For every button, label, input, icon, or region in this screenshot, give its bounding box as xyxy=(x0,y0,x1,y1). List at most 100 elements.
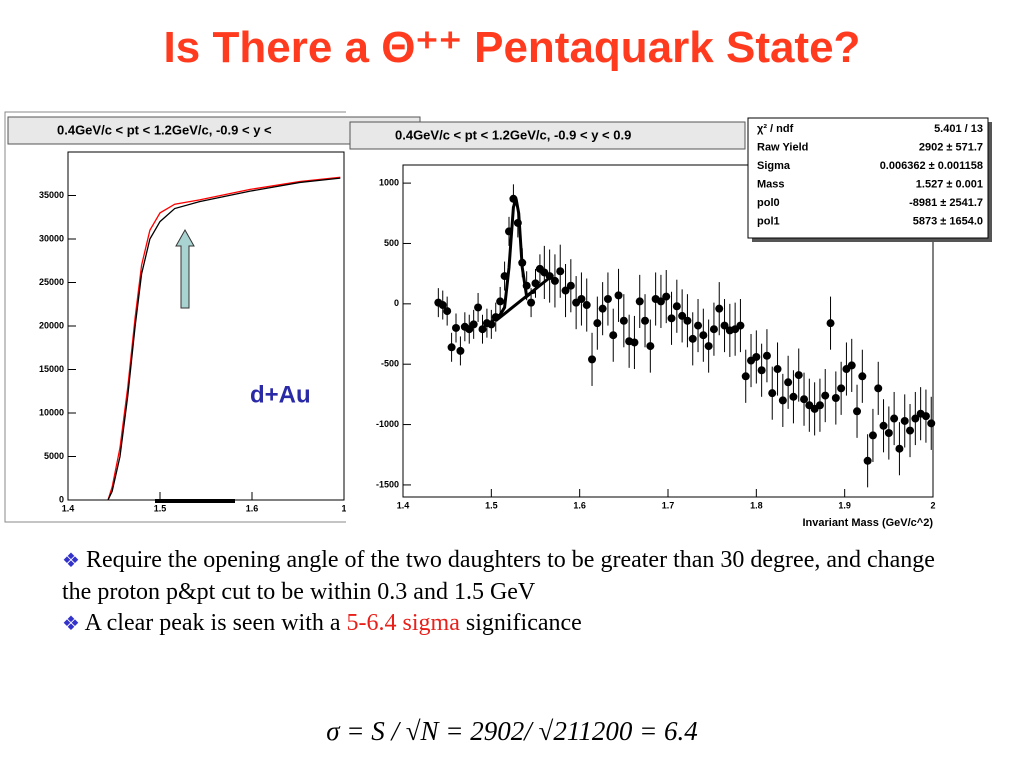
x-tick-label: 2 xyxy=(930,500,935,510)
data-point xyxy=(699,331,708,340)
data-point xyxy=(614,291,623,300)
data-line xyxy=(107,177,341,501)
x-tick-label: 1.9 xyxy=(838,500,851,510)
data-point xyxy=(752,352,761,361)
data-point xyxy=(598,304,607,313)
data-point xyxy=(709,325,718,334)
y-tick-label: 35000 xyxy=(39,190,64,200)
data-point xyxy=(821,391,830,400)
y-tick-label: -1000 xyxy=(376,419,399,429)
data-point xyxy=(906,426,915,435)
data-point xyxy=(478,325,487,334)
data-point xyxy=(588,355,597,364)
data-point xyxy=(704,342,713,351)
data-point xyxy=(443,307,452,316)
data-point xyxy=(895,444,904,453)
data-point xyxy=(603,295,612,304)
data-point xyxy=(582,301,591,310)
data-point xyxy=(715,304,724,313)
stats-value: -8981 ± 2541.7 xyxy=(909,197,983,209)
y-tick-label: -500 xyxy=(381,359,399,369)
bullet: ❖ A clear peak is seen with a 5-6.4 sigm… xyxy=(62,608,952,640)
y-tick-label: 25000 xyxy=(39,277,64,287)
x-tick-label: 1.4 xyxy=(62,503,75,513)
left-panel: 0 5000 10000 15000 20000 25000 30000 35000 1.4 1.… xyxy=(4,111,346,523)
data-point xyxy=(826,319,835,328)
x-tick-label: 1.7 xyxy=(662,500,675,510)
stats-value: 1.527 ± 0.001 xyxy=(916,178,983,190)
data-point xyxy=(656,297,665,306)
data-point xyxy=(593,319,602,328)
data-point xyxy=(438,301,447,310)
data-point xyxy=(496,297,505,306)
y-tick-label: 5000 xyxy=(44,451,64,461)
data-point xyxy=(456,346,465,355)
x-tick-label: 1.6 xyxy=(573,500,586,510)
data-point xyxy=(863,456,872,465)
data-point xyxy=(688,334,697,343)
data-point xyxy=(927,419,936,428)
data-point xyxy=(641,316,650,325)
data-point xyxy=(789,392,798,401)
data-point xyxy=(762,351,771,360)
bullet-list: ❖ Require the opening angle of the two d… xyxy=(62,545,952,640)
x-tick-label: 1.4 xyxy=(397,500,410,510)
stats-value: 5.401 / 13 xyxy=(934,123,983,135)
data-point xyxy=(452,323,460,332)
y-tick-label: 500 xyxy=(384,238,399,248)
data-point xyxy=(884,429,893,438)
data-point xyxy=(683,316,692,325)
data-point xyxy=(635,297,644,306)
data-point xyxy=(778,396,787,405)
data-point xyxy=(678,311,687,320)
data-point xyxy=(874,384,883,393)
data-point xyxy=(566,281,575,290)
data-point xyxy=(900,416,909,425)
data-point xyxy=(646,342,655,351)
x-tick-label: 1.5 xyxy=(485,500,498,510)
y-tick-label: 0 xyxy=(59,494,64,504)
data-point xyxy=(531,279,540,288)
y-tick-label: 15000 xyxy=(39,364,64,374)
data-point xyxy=(609,331,618,340)
plot-frame xyxy=(67,151,345,501)
stats-value: 0.006362 ± 0.001158 xyxy=(880,160,983,172)
stats-value: 5873 ± 1654.0 xyxy=(913,215,983,227)
data-point xyxy=(800,395,809,404)
data-point xyxy=(741,372,750,381)
data-point xyxy=(561,286,570,295)
data-point xyxy=(921,412,930,421)
chart-title: 0.4GeV/c < pt < 1.2GeV/c, -0.9 < y < 0.9 xyxy=(395,127,631,142)
bullet-icon: ❖ xyxy=(62,550,80,572)
x-tick-label: 1 xyxy=(341,503,346,513)
stats-label: Mass xyxy=(757,178,785,190)
data-point xyxy=(469,320,478,329)
y-tick-label: 20000 xyxy=(39,320,64,330)
x-tick-label: 1.5 xyxy=(154,503,167,513)
annotation: d+Au xyxy=(250,381,311,408)
data-point xyxy=(662,292,671,301)
stats-label: Raw Yield xyxy=(757,141,808,153)
bullet: ❖ Require the opening angle of the two d… xyxy=(62,545,952,608)
y-tick-label: 10000 xyxy=(39,407,64,417)
slide-title: Is There a Θ⁺⁺ Pentaquark State? xyxy=(163,23,861,72)
data-line xyxy=(107,176,341,501)
data-point xyxy=(527,298,536,307)
data-point xyxy=(773,365,782,374)
data-point xyxy=(768,389,777,398)
data-point xyxy=(890,414,899,423)
data-point xyxy=(858,372,867,381)
bullet-text: Require the opening angle of the two dau… xyxy=(62,547,935,605)
x-tick-label: 1.6 xyxy=(246,503,259,513)
data-point xyxy=(815,401,824,410)
data-point xyxy=(447,343,456,352)
background-line xyxy=(494,273,555,322)
title-box xyxy=(349,121,746,150)
stats-label: Sigma xyxy=(757,160,791,172)
data-point xyxy=(474,303,483,312)
stats-label: χ² / ndf xyxy=(757,123,794,135)
data-point xyxy=(831,394,840,403)
bullet-text: significance xyxy=(459,610,582,636)
data-point xyxy=(694,321,703,330)
